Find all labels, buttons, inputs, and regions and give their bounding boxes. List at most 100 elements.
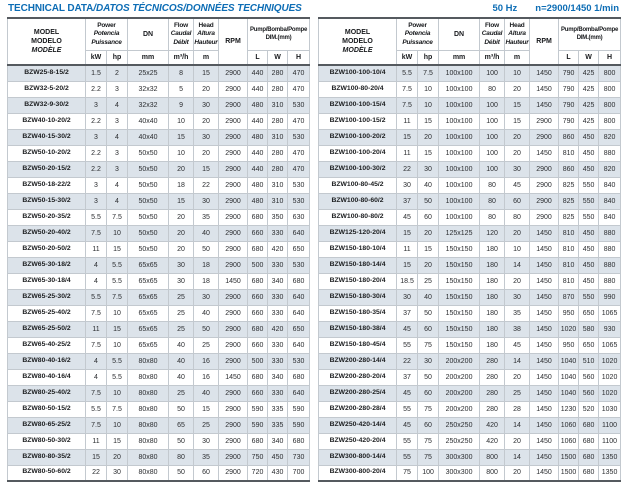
value-cell: 330 <box>267 336 289 354</box>
value-cell: 80 <box>168 448 195 466</box>
model-cell: BZW32-5-20/2 <box>7 80 86 98</box>
power-label-es: Potencia <box>404 30 431 37</box>
value-cell: 15 <box>417 144 440 162</box>
value-cell: 50 <box>193 320 220 338</box>
value-cell: 5.5 <box>105 256 129 274</box>
unit-dim-w: W <box>267 49 289 66</box>
model-cell: BZW300-800-20/4 <box>318 464 398 482</box>
value-cell: 1.5 <box>85 64 107 82</box>
table-row: BZW100-100-20/2 15 20 100x100 100 20 2900 860 45… <box>318 128 622 146</box>
table-row: BZW80-25-40/2 7.5 10 80x80 25 40 2900 660 330 640 <box>7 384 311 402</box>
value-cell: 80 <box>504 208 531 226</box>
value-cell: 2900 <box>218 352 249 370</box>
value-cell: 100x100 <box>438 208 481 226</box>
value-cell: 880 <box>598 240 622 258</box>
value-cell: 800 <box>598 96 622 114</box>
value-cell: 20 <box>417 224 440 242</box>
value-cell: 32x32 <box>127 96 170 114</box>
value-cell: 20 <box>417 256 440 274</box>
value-cell: 425 <box>578 112 600 130</box>
value-cell: 80x80 <box>127 400 170 418</box>
unit-dim-h: H <box>287 49 311 66</box>
value-cell: 810 <box>558 224 580 242</box>
technical-data-table-right: MODEL MODELO MODÈLE Power Potencia Puiss… <box>318 17 622 482</box>
value-cell: 680 <box>287 432 311 450</box>
table-row: BZW100-80-80/2 45 60 100x100 80 80 2900 825 550 8… <box>318 208 622 226</box>
value-cell: 420 <box>479 432 506 450</box>
value-cell: 330 <box>267 256 289 274</box>
power-label-fr: Puissance <box>91 38 122 46</box>
value-cell: 35 <box>193 208 220 226</box>
value-cell: 1450 <box>529 144 560 162</box>
value-cell: 2900 <box>218 432 249 450</box>
value-cell: 550 <box>578 208 600 226</box>
table-row: BZW300-800-20/4 75 100 300x300 800 20 1450 1500… <box>318 464 622 482</box>
model-cell: BZW50-10-20/2 <box>7 144 86 162</box>
value-cell: 680 <box>578 464 600 482</box>
table-header: MODEL MODELO MODÈLE Power Potencia Puiss… <box>318 17 622 66</box>
column-header-model: MODEL MODELO MODÈLE <box>318 17 398 66</box>
value-cell: 25 <box>417 272 440 290</box>
value-cell: 2900 <box>218 384 249 402</box>
model-cell: BZW125-120-20/4 <box>318 224 398 242</box>
value-cell: 335 <box>267 416 289 434</box>
value-cell: 810 <box>558 256 580 274</box>
value-cell: 990 <box>598 288 622 306</box>
model-cell: BZW150-180-20/4 <box>318 272 398 290</box>
value-cell: 680 <box>247 368 269 386</box>
value-cell: 880 <box>598 224 622 242</box>
value-cell: 100x100 <box>438 176 481 194</box>
table-row: BZW65-25-50/2 11 15 65x65 25 50 2900 680 420 650 <box>7 320 311 338</box>
model-cell: BZW40-15-30/2 <box>7 128 86 146</box>
value-cell: 720 <box>247 464 269 482</box>
value-cell: 7.5 <box>417 64 440 82</box>
value-cell: 18 <box>168 176 195 194</box>
value-cell: 80x80 <box>127 432 170 450</box>
value-cell: 10 <box>105 336 129 354</box>
value-cell: 200x200 <box>438 368 481 386</box>
value-cell: 440 <box>247 160 269 178</box>
value-cell: 10 <box>504 240 531 258</box>
value-cell: 100x100 <box>438 192 481 210</box>
value-cell: 150x150 <box>438 304 481 322</box>
unit-kw: kW <box>396 49 419 66</box>
table-row: BZW50-18-22/2 3 4 50x50 18 22 2900 480 310 530 <box>7 176 311 194</box>
value-cell: 550 <box>578 176 600 194</box>
value-cell: 650 <box>287 240 311 258</box>
model-cell: BZW50-20-50/2 <box>7 240 86 258</box>
unit-flow: m³/h <box>479 49 506 66</box>
table-row: BZW250-420-20/4 55 75 250x250 420 20 1450 1060 6… <box>318 432 622 450</box>
value-cell: 180 <box>479 288 506 306</box>
table-row: BZW250-420-14/4 45 60 250x250 420 14 1450 1060 6… <box>318 416 622 434</box>
value-cell: 425 <box>578 80 600 98</box>
value-cell: 7.5 <box>105 208 129 226</box>
value-cell: 2900 <box>218 416 249 434</box>
value-cell: 1500 <box>558 448 580 466</box>
value-cell: 40x40 <box>127 112 170 130</box>
value-cell: 15 <box>504 112 531 130</box>
unit-dim-h: H <box>598 49 622 66</box>
power-label-es: Potencia <box>93 30 120 37</box>
value-cell: 1450 <box>529 464 560 482</box>
value-cell: 20 <box>504 224 531 242</box>
table-row: BZW40-15-30/2 3 4 40x40 15 30 2900 480 310 530 <box>7 128 311 146</box>
value-cell: 1450 <box>529 272 560 290</box>
value-cell: 440 <box>247 144 269 162</box>
table-row: BZW50-10-20/2 2.2 3 50x50 10 20 2900 440 280 470 <box>7 144 311 162</box>
value-cell: 860 <box>558 128 580 146</box>
value-cell: 3 <box>85 176 107 194</box>
value-cell: 7.5 <box>85 224 107 242</box>
value-cell: 680 <box>578 448 600 466</box>
table-row: BZW65-25-30/2 5.5 7.5 65x65 25 30 2900 660 330 64… <box>7 288 311 306</box>
value-cell: 810 <box>558 272 580 290</box>
value-cell: 150x150 <box>438 336 481 354</box>
value-cell: 50x50 <box>127 208 170 226</box>
value-cell: 55 <box>396 400 419 418</box>
value-cell: 1450 <box>529 400 560 418</box>
value-cell: 470 <box>287 160 311 178</box>
value-cell: 1230 <box>558 400 580 418</box>
value-cell: 280 <box>267 64 289 82</box>
value-cell: 630 <box>287 208 311 226</box>
head-label-fr: Hauteur <box>194 38 218 46</box>
value-cell: 440 <box>247 80 269 98</box>
